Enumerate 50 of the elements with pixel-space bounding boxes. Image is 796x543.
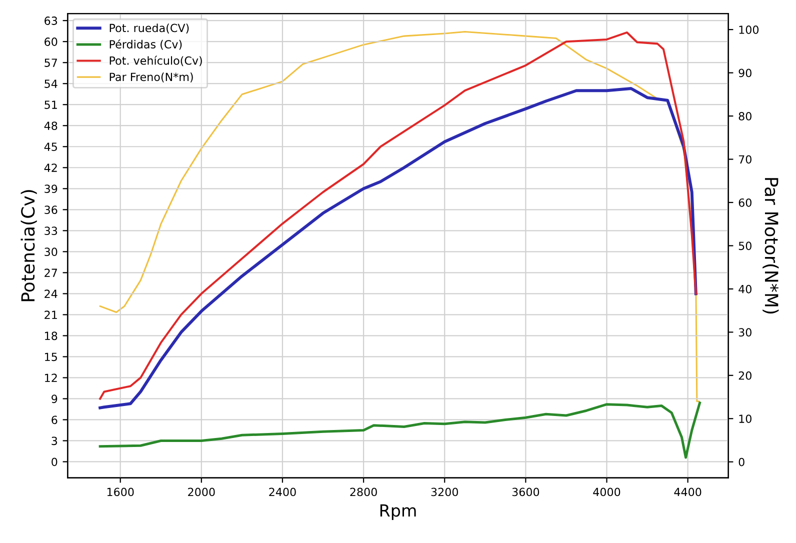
y-tick-label: 42 <box>44 164 57 172</box>
y-tick-label: 0 <box>52 458 58 466</box>
line-series <box>98 402 702 459</box>
y-tick-label: 21 <box>44 310 57 319</box>
x-tick-label: 3600 <box>512 488 540 496</box>
x-tick-label: 4400 <box>674 488 702 496</box>
y-tick-label: 36 <box>44 206 58 214</box>
y2-tick-label: 60 <box>738 198 752 207</box>
y-tick-label: 3 <box>52 436 58 446</box>
y-tick-label: 18 <box>45 332 58 340</box>
y2-tick-label: 40 <box>738 284 752 294</box>
x-tick-label: 4000 <box>593 488 620 496</box>
y-tick-label: 6 <box>52 416 58 424</box>
y-tick-label: 24 <box>44 290 58 298</box>
y2-tick-label: 80 <box>738 112 752 120</box>
y-tick-label: 60 <box>44 38 58 46</box>
legend-label: Par Freno(N*m) <box>110 72 193 82</box>
x-tick-label: 2000 <box>188 488 215 496</box>
y2-tick-label: 20 <box>738 371 752 380</box>
legend-label: Pérdidas (Cv) <box>110 39 182 50</box>
y2-tick-label: 30 <box>738 328 752 337</box>
y-tick-label: 30 <box>44 248 58 256</box>
y-tick-label: 48 <box>44 122 58 130</box>
y-tick-label: 33 <box>44 226 58 236</box>
x-tick-label: 2800 <box>350 488 377 496</box>
y-tick-label: 54 <box>44 80 58 88</box>
y-tick-label: 27 <box>44 268 57 277</box>
y-tick-label: 12 <box>45 374 57 382</box>
y-tick-label: 51 <box>44 100 57 109</box>
line-series <box>98 87 698 410</box>
y-tick-label: 63 <box>44 16 58 25</box>
y-tick-label: 15 <box>45 352 57 362</box>
y2-tick-label: 50 <box>738 242 752 250</box>
legend-label: Pot. vehículo(Cv) <box>110 56 202 66</box>
y2-tick-label: 90 <box>738 68 752 78</box>
x-tick-label: 2400 <box>269 488 296 496</box>
x-tick-label: 1600 <box>107 488 134 496</box>
y-tick-label: 45 <box>44 142 57 151</box>
x-axis-title: Rpm <box>380 504 416 520</box>
y-tick-label: 57 <box>44 58 57 67</box>
y2-axis-title: Par Motor(N*M) <box>762 178 779 314</box>
y2-tick-label: 100 <box>739 26 759 34</box>
y2-tick-label: 70 <box>738 155 752 164</box>
y2-tick-label: 0 <box>738 458 744 466</box>
y2-tick-label: 10 <box>739 414 752 423</box>
legend-label: Pot. rueda(CV) <box>110 24 189 34</box>
y-tick-label: 39 <box>44 184 58 194</box>
x-tick-label: 3200 <box>431 488 458 496</box>
y-tick-label: 9 <box>52 394 58 404</box>
y-axis-title: Potencia(Cv) <box>20 190 37 302</box>
